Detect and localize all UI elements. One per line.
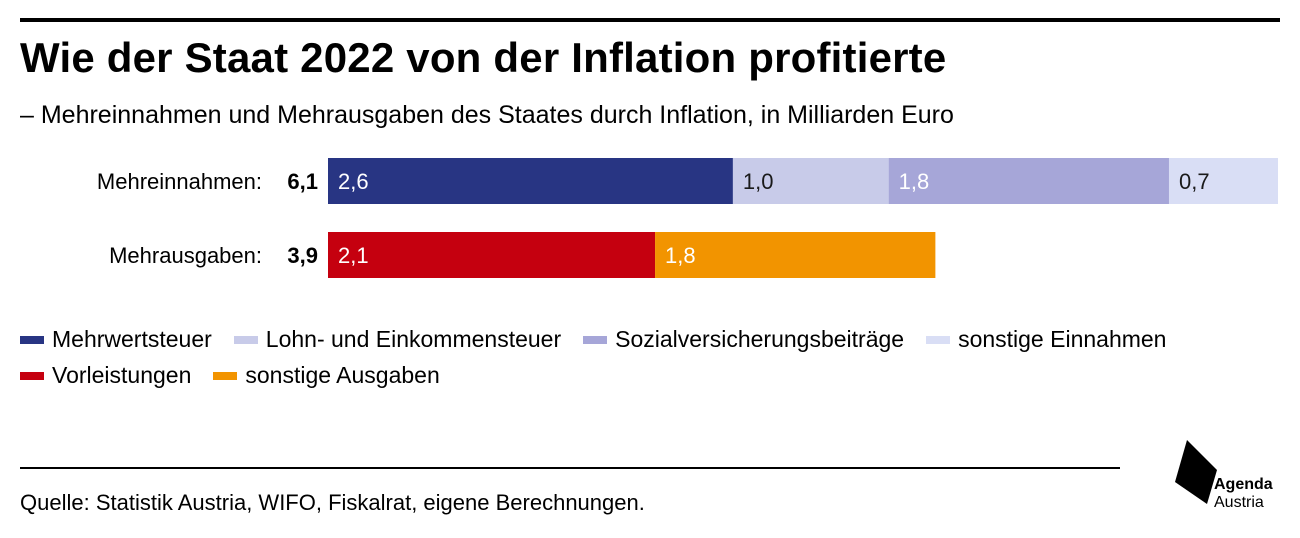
- legend-item: Sozialversicherungsbeiträge: [583, 326, 904, 353]
- bar-segment: [328, 158, 733, 204]
- legend-swatch: [926, 335, 951, 344]
- legend-item: sonstige Einnahmen: [926, 326, 1166, 353]
- bar-value-label: 1,8: [665, 243, 696, 268]
- logo-text: Agenda Austria: [1214, 476, 1273, 512]
- legend-item: Lohn- und Einkommensteuer: [233, 326, 562, 353]
- row-label: Mehreinnahmen:: [97, 169, 262, 194]
- row-total: 6,1: [287, 169, 318, 194]
- bar-value-label: 1,0: [743, 169, 774, 194]
- agenda-austria-logo-icon: [1175, 440, 1217, 504]
- source-note: Quelle: Statistik Austria, WIFO, Fiskalr…: [20, 490, 645, 515]
- row-label: Mehrausgaben:: [109, 243, 262, 268]
- chart-title: Wie der Staat 2022 von der Inflation pro…: [20, 34, 947, 81]
- legend-item: Mehrwertsteuer: [20, 326, 212, 353]
- bar-segment: [888, 158, 1169, 204]
- legend-row-expenses: Vorleistungen sonstige Ausgaben: [20, 362, 462, 389]
- bar-value-label: 0,7: [1179, 169, 1210, 194]
- legend-label: Mehrwertsteuer: [52, 326, 212, 352]
- bar-value-label: 2,6: [338, 169, 369, 194]
- legend-swatch: [233, 335, 258, 344]
- legend-item: Vorleistungen: [20, 362, 191, 389]
- stacked-bar-chart: Mehreinnahmen: 6,1 2,6 1,0 1,8 0,7 Mehrausgabe…: [97, 158, 1278, 278]
- chart-subtitle: – Mehreinnahmen und Mehrausgaben des Sta…: [20, 101, 954, 129]
- legend-row-income: Mehrwertsteuer Lohn- und Einkommensteuer S…: [20, 326, 1188, 353]
- row-total: 3,9: [287, 243, 318, 268]
- legend-label: Vorleistungen: [52, 362, 192, 388]
- legend-label: sonstige Ausgaben: [245, 362, 440, 388]
- bar-value-label: 1,8: [899, 169, 930, 194]
- legend-swatch: [20, 371, 44, 380]
- legend-label: Sozialversicherungsbeiträge: [615, 326, 905, 352]
- legend-swatch: [213, 371, 238, 380]
- legend-label: sonstige Einnahmen: [958, 326, 1167, 352]
- logo-line-2: Austria: [1214, 494, 1264, 511]
- bar-segment: [328, 232, 656, 278]
- top-rule: [20, 18, 1280, 22]
- bar-segment: [655, 232, 936, 278]
- bar-segment: [1168, 158, 1278, 204]
- bar-segment: [732, 158, 889, 204]
- legend-item: sonstige Ausgaben: [213, 362, 440, 389]
- legend-label: Lohn- und Einkommensteuer: [265, 326, 562, 352]
- legend-swatch: [583, 335, 608, 344]
- bar-value-label: 2,1: [338, 243, 369, 268]
- logo-line-1: Agenda: [1214, 476, 1273, 493]
- legend-swatch: [20, 335, 44, 344]
- bottom-rule: [20, 467, 1120, 469]
